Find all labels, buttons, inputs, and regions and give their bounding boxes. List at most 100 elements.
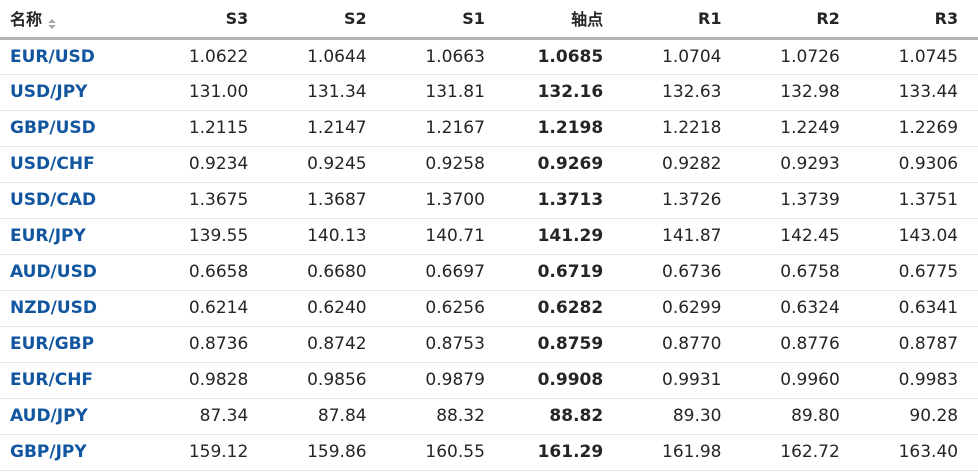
cell-value: 0.9282 [623, 146, 742, 183]
cell-value: 0.6341 [859, 290, 978, 327]
cell-value: 0.6256 [386, 290, 505, 327]
cell-value: 131.34 [268, 74, 387, 111]
pair-link[interactable]: NZD/USD [10, 298, 98, 318]
cell-value: 87.84 [268, 398, 387, 435]
cell-value: 1.0745 [859, 38, 978, 75]
cell-value: 140.71 [386, 218, 505, 255]
cell-value: 1.3687 [268, 182, 387, 219]
column-header-s3[interactable]: S3 [150, 0, 269, 40]
cell-value: 0.9960 [741, 362, 860, 399]
cell-value: 0.9931 [623, 362, 742, 399]
pair-link[interactable]: USD/CAD [10, 190, 97, 210]
cell-value: 1.0726 [741, 38, 860, 75]
pair-cell: NZD/USD [0, 290, 150, 327]
pair-link[interactable]: GBP/JPY [10, 442, 87, 462]
pair-link[interactable]: EUR/GBP [10, 334, 95, 354]
table-header: 名称 S3 S2 S1 轴点 R1 R2 R3 [0, 0, 978, 40]
pivot-value: 1.3713 [504, 182, 624, 219]
cell-value: 87.34 [150, 398, 269, 435]
cell-value: 0.9879 [386, 362, 505, 399]
cell-value: 159.86 [268, 434, 387, 471]
cell-value: 162.72 [741, 434, 860, 471]
cell-value: 0.8776 [741, 326, 860, 363]
cell-value: 142.45 [741, 218, 860, 255]
column-header-name[interactable]: 名称 [0, 0, 150, 40]
column-header-r1[interactable]: R1 [623, 0, 742, 40]
cell-value: 0.6214 [150, 290, 269, 327]
column-header-pivot[interactable]: 轴点 [504, 0, 624, 40]
pivot-value: 141.29 [504, 218, 624, 255]
cell-value: 132.98 [741, 74, 860, 111]
table-row: USD/CAD 1.3675 1.3687 1.3700 1.3713 1.3726 1.3… [0, 182, 978, 219]
cell-value: 133.44 [859, 74, 978, 111]
table-row: GBP/USD 1.2115 1.2147 1.2167 1.2198 1.2218 1.2… [0, 110, 978, 147]
cell-value: 1.2249 [741, 110, 860, 147]
cell-value: 1.3675 [150, 182, 269, 219]
pair-link[interactable]: GBP/USD [10, 118, 96, 138]
cell-value: 0.8742 [268, 326, 387, 363]
table-row: NZD/USD 0.6214 0.6240 0.6256 0.6282 0.6299 0.6… [0, 290, 978, 327]
table-row: EUR/JPY 139.55 140.13 140.71 141.29 141.87 142… [0, 218, 978, 255]
cell-value: 0.9234 [150, 146, 269, 183]
pivot-value: 0.8759 [504, 326, 624, 363]
pivot-value: 0.6719 [504, 254, 624, 291]
cell-value: 131.81 [386, 74, 505, 111]
cell-value: 1.2147 [268, 110, 387, 147]
cell-value: 1.3700 [386, 182, 505, 219]
pair-link[interactable]: USD/JPY [10, 82, 88, 102]
pair-link[interactable]: EUR/JPY [10, 226, 86, 246]
pair-cell: USD/JPY [0, 74, 150, 111]
header-row: 名称 S3 S2 S1 轴点 R1 R2 R3 [0, 0, 978, 40]
pivot-value: 0.9908 [504, 362, 624, 399]
cell-value: 0.9856 [268, 362, 387, 399]
cell-value: 0.6240 [268, 290, 387, 327]
cell-value: 0.8736 [150, 326, 269, 363]
cell-value: 0.9245 [268, 146, 387, 183]
cell-value: 0.8753 [386, 326, 505, 363]
table-row: AUD/USD 0.6658 0.6680 0.6697 0.6719 0.6736 0.6… [0, 254, 978, 291]
pair-link[interactable]: USD/CHF [10, 154, 95, 174]
cell-value: 1.0663 [386, 38, 505, 75]
cell-value: 131.00 [150, 74, 269, 111]
pair-link[interactable]: EUR/CHF [10, 370, 94, 390]
pair-cell: GBP/USD [0, 110, 150, 147]
cell-value: 140.13 [268, 218, 387, 255]
sort-icon [48, 19, 57, 30]
cell-value: 1.0644 [268, 38, 387, 75]
pair-cell: AUD/JPY [0, 398, 150, 435]
table-row: GBP/JPY 159.12 159.86 160.55 161.29 161.98 162… [0, 434, 978, 471]
cell-value: 88.32 [386, 398, 505, 435]
pair-cell: EUR/CHF [0, 362, 150, 399]
pair-cell: USD/CAD [0, 182, 150, 219]
cell-value: 1.3751 [859, 182, 978, 219]
cell-value: 159.12 [150, 434, 269, 471]
cell-value: 90.28 [859, 398, 978, 435]
cell-value: 143.04 [859, 218, 978, 255]
cell-value: 161.98 [623, 434, 742, 471]
table-row: EUR/CHF 0.9828 0.9856 0.9879 0.9908 0.9931 0.9… [0, 362, 978, 399]
cell-value: 1.2218 [623, 110, 742, 147]
cell-value: 163.40 [859, 434, 978, 471]
column-header-s1[interactable]: S1 [386, 0, 505, 40]
column-header-r2[interactable]: R2 [741, 0, 860, 40]
cell-value: 132.63 [623, 74, 742, 111]
cell-value: 0.6697 [386, 254, 505, 291]
pair-cell: AUD/USD [0, 254, 150, 291]
cell-value: 1.2269 [859, 110, 978, 147]
cell-value: 0.6775 [859, 254, 978, 291]
table-body: EUR/USD 1.0622 1.0644 1.0663 1.0685 1.0704 1.0… [0, 38, 978, 471]
pair-link[interactable]: EUR/USD [10, 46, 95, 67]
cell-value: 1.2115 [150, 110, 269, 147]
cell-value: 0.6680 [268, 254, 387, 291]
pair-link[interactable]: AUD/JPY [10, 406, 88, 426]
table-row: USD/CHF 0.9234 0.9245 0.9258 0.9269 0.9282 0.9… [0, 146, 978, 183]
cell-value: 0.9983 [859, 362, 978, 399]
column-header-name-label: 名称 [10, 10, 43, 30]
cell-value: 89.30 [623, 398, 742, 435]
cell-value: 0.6658 [150, 254, 269, 291]
column-header-r3[interactable]: R3 [859, 0, 978, 40]
cell-value: 0.8770 [623, 326, 742, 363]
column-header-s2[interactable]: S2 [268, 0, 387, 40]
pair-link[interactable]: AUD/USD [10, 262, 97, 282]
